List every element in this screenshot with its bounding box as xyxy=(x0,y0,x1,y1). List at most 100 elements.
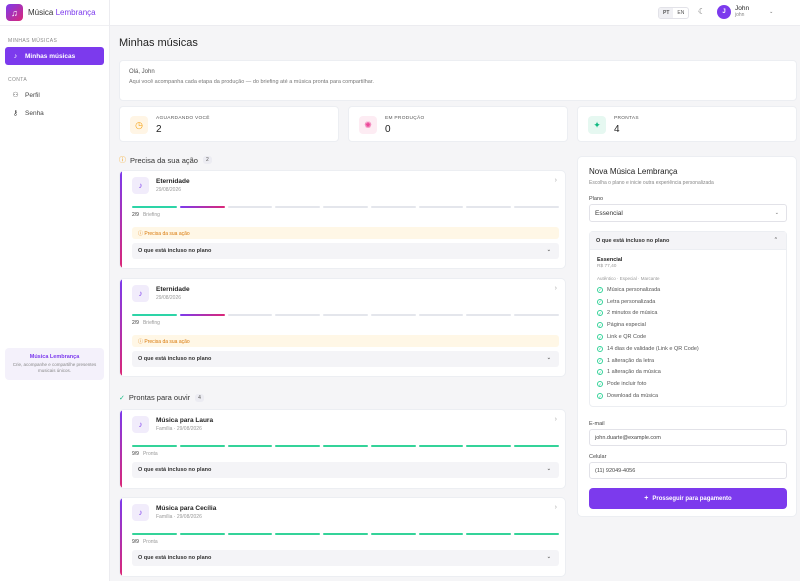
check-circle-icon: ✓ xyxy=(597,298,603,305)
progress-step-segment xyxy=(323,445,368,447)
stat-label: EM PRODUÇÃO xyxy=(385,116,425,121)
progress-stage: Briefing xyxy=(142,212,160,218)
sidebar-item-password[interactable]: ⚷ Senha xyxy=(5,104,104,122)
feature-label: 14 dias de validade (Link e QR Code) xyxy=(607,345,699,352)
progress-step: 2/9 xyxy=(132,320,139,326)
song-card[interactable]: ♪ Eternidade 29/08/2026 › 2/9 Briefing ⓘ … xyxy=(119,278,566,377)
included-label: O que está incluso no plano xyxy=(138,555,212,561)
feature-item: ✓ Letra personalizada xyxy=(590,296,786,308)
progress-status: 2/9 Briefing xyxy=(132,320,160,326)
stat-label: AGUARDANDO VOCÊ xyxy=(156,116,210,121)
progress-step-segment xyxy=(227,533,273,535)
chevron-right-icon[interactable]: › xyxy=(554,177,557,184)
feature-item: ✓ Música personalizada xyxy=(590,284,786,296)
music-note-icon: ♪ xyxy=(13,52,18,60)
lang-en-option[interactable]: EN xyxy=(677,10,685,16)
included-label: O que está incluso no plano xyxy=(596,238,670,244)
stat-label: PRONTAS xyxy=(614,116,639,121)
sidebar: ♫ Música Lembrança MINHAS MÚSICAS ♪ Minh… xyxy=(0,0,110,581)
lang-pt-option[interactable]: PT xyxy=(659,8,674,18)
phone-field[interactable]: (11) 92049-4056 xyxy=(589,462,787,479)
chevron-right-icon[interactable]: › xyxy=(554,285,557,292)
included-panel: O que está incluso no plano ⌃ Essencial R… xyxy=(589,231,787,407)
progress-status: 2/9 Briefing xyxy=(132,212,160,218)
check-circle-icon: ✓ xyxy=(597,286,603,293)
greeting: Olá, John xyxy=(129,69,155,75)
moon-icon[interactable]: ☾ xyxy=(698,7,706,16)
sidebar-item-label: Minhas músicas xyxy=(25,52,76,60)
logo-icon: ♫ xyxy=(6,4,23,21)
progress-step-segment xyxy=(466,206,512,208)
feature-item: ✓ Página especial xyxy=(590,319,786,331)
progress-step-segment xyxy=(323,206,368,208)
chevron-down-icon: ⌄ xyxy=(769,9,774,15)
included-label: O que está incluso no plano xyxy=(138,467,212,473)
feature-list: ✓ Música personalizada ✓ Letra personalizad… xyxy=(590,284,786,402)
progress-step-segment xyxy=(132,314,177,316)
user-icon: ⚇ xyxy=(12,92,19,99)
progress-steps xyxy=(132,533,560,535)
stat-waiting: ◷ AGUARDANDO VOCÊ 2 xyxy=(119,106,339,142)
plus-icon: + xyxy=(644,495,649,502)
check-circle-icon: ✓ xyxy=(597,393,603,400)
check-circle-icon: ✓ xyxy=(597,310,603,317)
progress-step: 9/9 xyxy=(132,451,139,457)
progress-step-segment xyxy=(132,206,177,208)
song-card[interactable]: ♪ Música para Cecília Família · 29/08/20… xyxy=(119,497,566,577)
included-toggle[interactable]: O que está incluso no plano ⌄ xyxy=(132,243,559,259)
progress-step-segment xyxy=(418,314,464,316)
plan-select[interactable]: Essencial ⌄ xyxy=(589,204,787,222)
progress-step-segment xyxy=(179,314,225,316)
section-title: Prontas para ouvir xyxy=(128,393,191,402)
user-info: John john xyxy=(735,5,750,18)
feature-item: ✓ 1 alteração da música xyxy=(590,367,786,379)
chevron-right-icon[interactable]: › xyxy=(554,504,557,511)
brand[interactable]: ♫ Música Lembrança xyxy=(0,0,109,26)
stat-ready: ✦ PRONTAS 4 xyxy=(577,106,797,142)
sparkles-icon: ✦ xyxy=(588,116,606,134)
feature-item: ✓ 1 alteração da letra xyxy=(590,355,786,367)
stat-value: 4 xyxy=(614,124,620,135)
sidebar-section-account: CONTA xyxy=(8,77,28,83)
check-circle-icon: ✓ xyxy=(597,334,603,341)
welcome-subtitle: Aqui você acompanha cada etapa da produç… xyxy=(129,79,374,85)
included-toggle[interactable]: O que está incluso no plano ⌄ xyxy=(132,550,559,566)
action-alert: ⓘ Precisa da sua ação xyxy=(132,335,559,347)
included-toggle[interactable]: O que está incluso no plano ⌄ xyxy=(132,462,559,478)
new-song-panel: Nova Música Lembrança Escolha o plano e … xyxy=(577,156,797,517)
section-title: Precisa da sua ação xyxy=(130,155,198,165)
chevron-right-icon[interactable]: › xyxy=(554,416,557,423)
promo-text: Crie, acompanhe e compartilhe presentes … xyxy=(12,362,97,373)
progress-status: 9/9 Pronta xyxy=(132,539,158,545)
feature-label: 1 alteração da música xyxy=(607,369,661,376)
progress-step: 9/9 xyxy=(132,539,139,545)
language-switch[interactable]: PT EN xyxy=(658,7,690,19)
sidebar-item-profile[interactable]: ⚇ Perfil xyxy=(5,86,104,104)
feature-item: ✓ Download da música xyxy=(590,390,786,402)
user-email: john xyxy=(735,12,745,18)
progress-status: 9/9 Pronta xyxy=(132,451,158,457)
song-card[interactable]: ♪ Eternidade 29/08/2026 › 2/9 Briefing ⓘ … xyxy=(119,170,566,269)
proceed-payment-button[interactable]: + Prosseguir para pagamento xyxy=(589,488,787,509)
email-field[interactable]: john.duarte@example.com xyxy=(589,429,787,446)
included-toggle[interactable]: O que está incluso no plano ⌃ xyxy=(590,232,786,250)
progress-steps xyxy=(132,314,560,316)
avatar: J xyxy=(717,5,731,19)
song-title: Eternidade xyxy=(156,286,190,293)
user-name: John xyxy=(735,5,750,12)
section-ready-header: ✓ Prontas para ouvir 4 xyxy=(119,393,204,402)
progress-step-segment xyxy=(370,445,416,447)
song-title: Eternidade xyxy=(156,178,190,185)
progress-step-segment xyxy=(227,314,273,316)
included-toggle[interactable]: O que está incluso no plano ⌄ xyxy=(132,351,559,367)
progress-stage: Briefing xyxy=(142,320,160,326)
sidebar-item-my-songs[interactable]: ♪ Minhas músicas xyxy=(5,47,104,65)
alert-circle-icon: ⓘ xyxy=(138,339,145,345)
user-menu[interactable]: J John john ⌄ xyxy=(717,5,773,19)
song-card[interactable]: ♪ Música para Laura Família · 29/08/2026… xyxy=(119,409,566,489)
feature-label: Pode incluir foto xyxy=(607,381,647,388)
check-circle-icon: ✓ xyxy=(597,322,603,329)
progress-step-segment xyxy=(179,533,225,535)
music-note-icon: ♪ xyxy=(132,285,149,302)
loader-icon: ✺ xyxy=(359,116,377,134)
